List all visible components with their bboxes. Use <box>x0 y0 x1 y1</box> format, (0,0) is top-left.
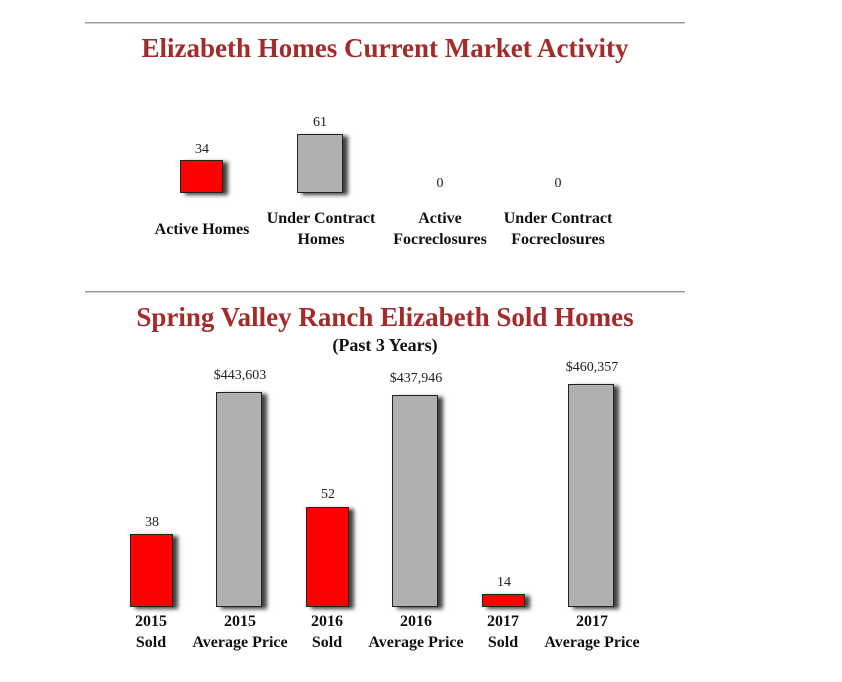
bar-2016-sold <box>306 507 349 607</box>
bar-label: 2017 Average Price <box>544 613 640 651</box>
market-activity-title: Elizabeth Homes Current Market Activity <box>141 33 629 63</box>
bar-under-contract-homes <box>297 134 343 193</box>
bar-value: 34 <box>195 142 209 157</box>
bar-label: 2015 Sold <box>135 613 167 651</box>
bar-2015-sold <box>130 534 173 607</box>
bar-2017-average-price <box>568 384 614 607</box>
bar-label: Under Contract Homes <box>266 210 376 248</box>
bar-2016-average-price <box>392 395 438 607</box>
bar-2017-sold <box>482 594 525 607</box>
bar-value: 52 <box>321 487 335 502</box>
bar-label: Under Contract Focreclosures <box>503 210 613 248</box>
divider-top <box>85 22 685 24</box>
sold-homes-title: Spring Valley Ranch Elizabeth Sold Homes <box>136 302 634 332</box>
sold-homes-subtitle: (Past 3 Years) <box>332 335 438 355</box>
bar-value: $443,603 <box>213 368 267 383</box>
bar-2015-average-price <box>216 392 262 607</box>
bar-label: Active Focreclosures <box>393 210 487 248</box>
bar-label: 2015 Average Price <box>192 613 288 651</box>
bar-value: 0 <box>554 176 562 191</box>
bar-value: 14 <box>497 575 511 590</box>
bar-label: 2016 Average Price <box>368 613 464 651</box>
bar-value: $437,946 <box>389 371 443 386</box>
bar-value: 61 <box>313 115 327 130</box>
bar-label: 2017 Sold <box>487 613 519 651</box>
bar-label: Active Homes <box>154 221 250 238</box>
bar-value: 0 <box>436 176 444 191</box>
divider-middle <box>85 291 685 293</box>
bar-value: $460,357 <box>565 360 619 375</box>
bar-label: 2016 Sold <box>311 613 343 651</box>
bar-active-homes <box>180 160 223 193</box>
bar-value: 38 <box>145 515 159 530</box>
